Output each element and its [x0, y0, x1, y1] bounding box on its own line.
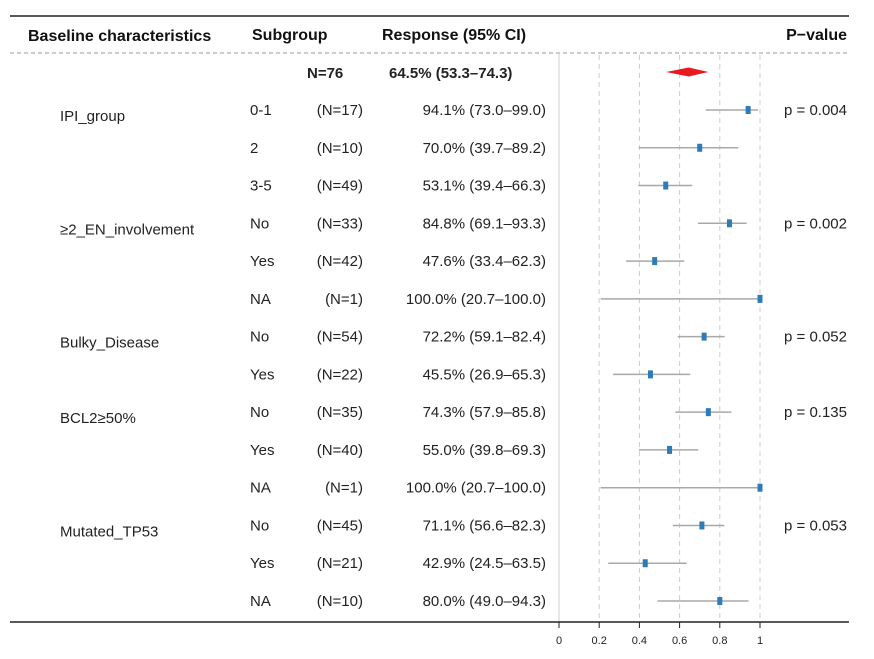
row-n: (N=49) [317, 178, 363, 195]
row-response: 70.0% (39.7–89.2) [423, 140, 546, 157]
point-estimate [757, 483, 763, 492]
row-pvalue: p = 0.052 [784, 329, 847, 346]
row-n: (N=21) [317, 555, 363, 572]
row-subgroup: Yes [250, 555, 274, 572]
row-response: 100.0% (20.7–100.0) [406, 480, 546, 497]
point-estimate [652, 257, 658, 266]
row-response: 72.2% (59.1–82.4) [423, 329, 546, 346]
point-estimate [726, 219, 732, 228]
point-estimate [745, 106, 751, 114]
row-response: 80.0% (49.0–94.3) [423, 593, 546, 610]
row-response: 45.5% (26.9–65.3) [423, 366, 546, 383]
x-tick-label: 0.4 [632, 635, 647, 647]
x-tick-label: 0.8 [712, 635, 727, 647]
row-characteristic: BCL2≥50% [60, 410, 136, 427]
row-response: 42.9% (24.5–63.5) [423, 555, 546, 572]
row-subgroup: No [250, 404, 269, 421]
row-characteristic: IPI_group [60, 108, 125, 125]
row-subgroup: NA [250, 480, 271, 497]
forest-row: NA (N=10) 80.0% (49.0–94.3) [250, 593, 749, 610]
row-n: (N=22) [317, 366, 363, 383]
row-characteristic: Mutated_TP53 [60, 523, 158, 540]
row-n: (N=54) [317, 329, 363, 346]
row-n: (N=35) [317, 404, 363, 421]
row-response: 100.0% (20.7–100.0) [406, 291, 546, 308]
x-tick-label: 1 [757, 635, 763, 647]
row-subgroup: 3-5 [250, 178, 272, 195]
forest-row: Bulky_Disease No (N=54) 72.2% (59.1–82.4) p … [60, 329, 847, 352]
row-characteristic: Bulky_Disease [60, 335, 159, 352]
x-tick-label: 0 [556, 635, 562, 647]
row-response: 94.1% (73.0–99.0) [423, 102, 546, 119]
forest-row: NA (N=1) 100.0% (20.7–100.0) [250, 291, 763, 308]
row-response: 84.8% (69.1–93.3) [423, 215, 546, 232]
row-n: (N=17) [317, 102, 363, 119]
forest-row: Mutated_TP53 No (N=45) 71.1% (56.6–82.3) p =… [60, 517, 847, 540]
forest-row: BCL2≥50% No (N=35) 74.3% (57.9–85.8) p = 0.1… [60, 404, 847, 427]
row-subgroup: 2 [250, 140, 258, 157]
row-subgroup: Yes [250, 253, 274, 270]
row-n: (N=45) [317, 517, 363, 534]
overall-response: 64.5% (53.3–74.3) [389, 65, 512, 82]
point-estimate [642, 559, 648, 568]
forest-rows: IPI_group 0-1 (N=17) 94.1% (73.0–99.0) p = 0… [60, 102, 847, 610]
forest-row: IPI_group 0-1 (N=17) 94.1% (73.0–99.0) p = 0… [60, 102, 847, 125]
forest-row: Yes (N=21) 42.9% (24.5–63.5) [250, 555, 687, 572]
point-estimate [705, 408, 711, 417]
forest-row: ≥2_EN_involvement No (N=33) 84.8% (69.1–93.… [60, 215, 847, 238]
forest-row: Yes (N=22) 45.5% (26.9–65.3) [250, 366, 691, 383]
point-estimate [663, 181, 669, 190]
row-pvalue: p = 0.053 [784, 517, 847, 534]
x-tick-label: 0.6 [672, 635, 687, 647]
forest-row: Yes (N=40) 55.0% (39.8–69.3) [250, 442, 699, 459]
row-n: (N=10) [317, 593, 363, 610]
row-n: (N=40) [317, 442, 363, 459]
row-n: (N=10) [317, 140, 363, 157]
x-tick-label: 0.2 [592, 635, 607, 647]
row-subgroup: Yes [250, 442, 274, 459]
header-pvalue: P−value [786, 27, 847, 44]
overall-diamond [666, 67, 709, 77]
point-estimate [697, 143, 703, 152]
row-response: 55.0% (39.8–69.3) [423, 442, 546, 459]
row-pvalue: p = 0.004 [784, 102, 847, 119]
reference-lines [598, 55, 761, 620]
forest-row: 3-5 (N=49) 53.1% (39.4–66.3) [250, 178, 693, 195]
point-estimate [699, 521, 705, 530]
forest-row: Yes (N=42) 47.6% (33.4–62.3) [250, 253, 685, 270]
row-response: 53.1% (39.4–66.3) [423, 178, 546, 195]
row-n: (N=1) [325, 291, 363, 308]
forest-row: 2 (N=10) 70.0% (39.7–89.2) [250, 140, 739, 157]
row-subgroup: NA [250, 593, 271, 610]
row-n: (N=33) [317, 215, 363, 232]
row-pvalue: p = 0.135 [784, 404, 847, 421]
row-subgroup: NA [250, 291, 271, 308]
point-estimate [717, 597, 723, 606]
overall-n: N=76 [307, 65, 343, 82]
row-n: (N=42) [317, 253, 363, 270]
row-subgroup: No [250, 517, 269, 534]
row-subgroup: No [250, 215, 269, 232]
point-estimate [701, 332, 707, 341]
row-response: 47.6% (33.4–62.3) [423, 253, 546, 270]
forest-row: NA (N=1) 100.0% (20.7–100.0) [250, 480, 763, 497]
x-axis: 0 0.2 0.4 0.6 0.8 1 [556, 622, 763, 647]
row-characteristic: ≥2_EN_involvement [60, 221, 195, 238]
point-estimate [667, 445, 673, 454]
row-subgroup: Yes [250, 366, 274, 383]
point-estimate [757, 294, 763, 303]
header-baseline-characteristics: Baseline characteristics [28, 28, 211, 45]
point-estimate [647, 370, 653, 379]
row-n: (N=1) [325, 480, 363, 497]
row-pvalue: p = 0.002 [784, 215, 847, 232]
row-subgroup: No [250, 329, 269, 346]
row-response: 71.1% (56.6–82.3) [423, 517, 546, 534]
row-response: 74.3% (57.9–85.8) [423, 404, 546, 421]
row-subgroup: 0-1 [250, 102, 272, 119]
header-subgroup: Subgroup [252, 27, 328, 44]
header-response: Response (95% CI) [382, 27, 526, 44]
